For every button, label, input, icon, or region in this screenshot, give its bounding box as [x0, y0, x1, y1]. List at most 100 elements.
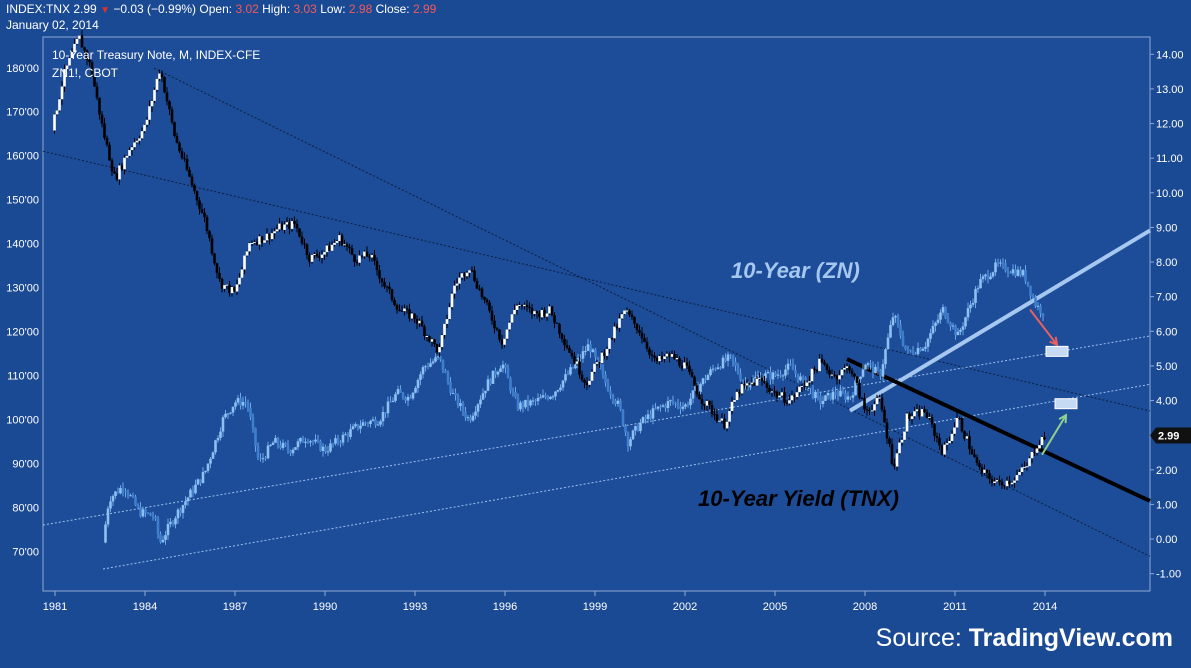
tnx-candle [313, 254, 316, 256]
tnx-candle [273, 231, 276, 234]
tnx-candle [470, 270, 474, 272]
zn-candle [974, 289, 977, 303]
trendline[interactable] [848, 228, 1152, 413]
zn-candle [206, 463, 210, 471]
zn-candle [889, 325, 892, 338]
zn-candle [344, 434, 347, 436]
zn-candle [636, 425, 640, 432]
tnx-candle [318, 256, 321, 258]
tnx-candle [345, 244, 349, 247]
y-left-tick-label: 100'00 [6, 415, 39, 427]
tnx-candle [75, 38, 79, 44]
zn-candle [354, 424, 357, 427]
tnx-candle [918, 409, 921, 417]
zn-candle [154, 516, 157, 519]
tnx-candle [573, 356, 576, 364]
tnx-candle [720, 418, 724, 421]
tnx-candle [495, 328, 499, 330]
zn-candle [744, 382, 747, 384]
tnx-candle [660, 356, 664, 360]
tnx-candle [983, 469, 986, 473]
tnx-candle [368, 256, 371, 258]
tnx-candle [80, 35, 84, 48]
zn-candle [224, 413, 227, 418]
target-box[interactable] [1054, 398, 1078, 410]
zn-candle [774, 372, 777, 376]
zn-candle [1009, 272, 1012, 274]
tnx-candle [1023, 466, 1026, 468]
trendline[interactable] [846, 357, 1151, 503]
tnx-candle [448, 307, 451, 320]
tnx-candle [698, 394, 701, 400]
tnx-candle [808, 381, 811, 383]
y-right-tick-label: 2.00 [1156, 465, 1177, 477]
zn-candle [476, 404, 480, 412]
tnx-candle [1040, 436, 1044, 446]
trendline[interactable] [42, 335, 1151, 526]
y-left-tick-label: 120'00 [6, 327, 39, 339]
zn-candle [439, 356, 442, 360]
tnx-candle [615, 326, 619, 328]
zn-candle [109, 501, 112, 509]
trendline[interactable] [153, 67, 1151, 557]
target-box[interactable] [1045, 345, 1069, 357]
tnx-candle [168, 101, 171, 110]
zn-candle [851, 395, 855, 398]
zn-candle [306, 441, 310, 443]
tnx-candle [950, 433, 954, 441]
tnx-candle [825, 364, 829, 371]
tnx-candle [300, 236, 304, 244]
tnx-candle [158, 73, 161, 79]
source-prefix: Source: [875, 624, 969, 652]
zn-candle [349, 429, 352, 437]
zn-candle [329, 443, 332, 452]
zn-candle [396, 389, 400, 395]
zn-candle [914, 353, 917, 355]
tnx-candle [380, 278, 384, 283]
tnx-candle [673, 354, 676, 360]
tnx-candle [830, 374, 834, 376]
trendline[interactable] [102, 383, 1151, 570]
zn-candle [179, 509, 182, 513]
legend-compare-series[interactable]: ZN1!, CBOT [52, 66, 119, 80]
zn-candle [839, 390, 842, 397]
tnx-candle [695, 385, 699, 395]
tnx-candle [183, 157, 186, 159]
zn-candle [979, 279, 982, 289]
tnx-candle [58, 99, 61, 111]
tnx-candle [545, 313, 549, 317]
tnx-candle [323, 252, 326, 255]
tnx-candle [833, 374, 836, 376]
zn-candle [559, 387, 562, 390]
y-left-tick-label: 130'00 [6, 283, 39, 295]
zn-candle [266, 445, 270, 459]
tnx-candle [353, 254, 356, 262]
zn-candle [849, 396, 852, 398]
zn-candle [284, 442, 287, 446]
zn-candle [724, 357, 727, 361]
tnx-candle [78, 35, 81, 39]
zn-candle [519, 402, 522, 410]
legend-main-series[interactable]: 10-Year Treasury Note, M, INDEX-CFE [52, 48, 261, 62]
zn-candle [784, 369, 787, 376]
tnx-candle [403, 308, 406, 312]
tnx-candle [385, 286, 389, 288]
y-left-tick-label: 140'00 [6, 239, 39, 251]
trendline[interactable] [42, 150, 1151, 412]
symbol-name[interactable]: INDEX:TNX [6, 2, 71, 16]
tnx-candle [315, 254, 319, 257]
zn-candle [581, 351, 585, 359]
tnx-candle [133, 142, 136, 148]
zn-candle [1001, 262, 1005, 264]
tnx-candle [778, 395, 781, 398]
zn-candle [371, 419, 375, 421]
zn-candle [304, 441, 307, 443]
arrow-red [1029, 308, 1058, 346]
zn-candle [374, 419, 377, 426]
tnx-candle [840, 369, 844, 376]
zn-candle [881, 364, 885, 377]
header-date: January 02, 2014 [6, 18, 99, 32]
zn-candle [1016, 269, 1020, 276]
zn-candle [736, 365, 740, 374]
